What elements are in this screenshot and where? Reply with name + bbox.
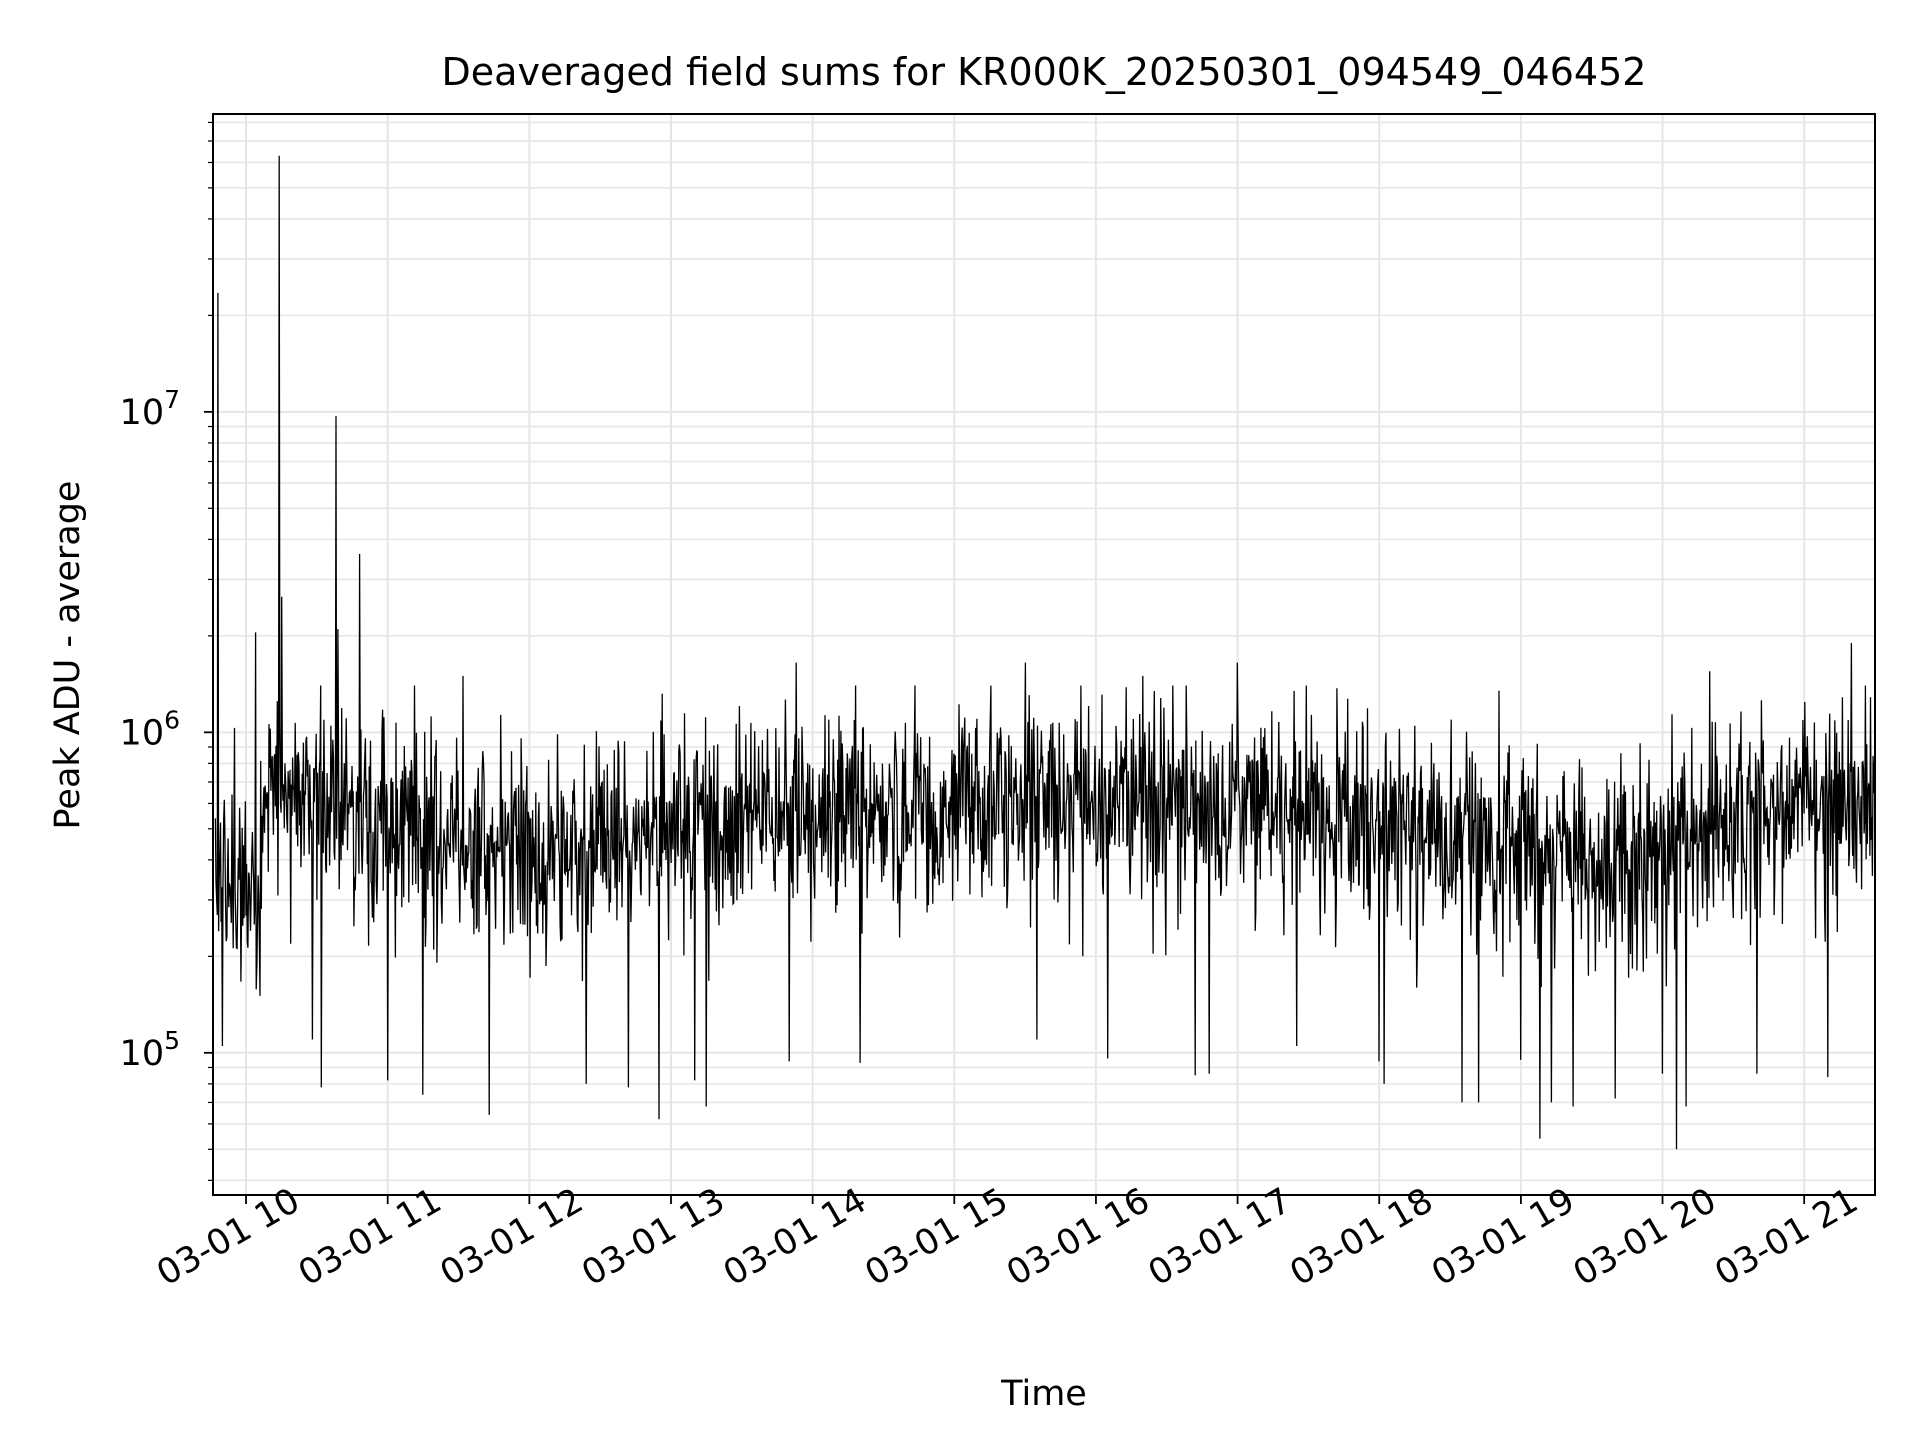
grid-lines	[213, 114, 1875, 1195]
y-tick-label: 106	[120, 705, 180, 753]
y-tick-base: 10	[120, 713, 165, 753]
x-tick-label: 03-01 10	[150, 1181, 306, 1294]
x-tick-label: 03-01 17	[1142, 1181, 1298, 1294]
chart-title: Deaveraged field sums for KR000K_2025030…	[442, 50, 1647, 94]
y-tick-label: 105	[120, 1026, 180, 1074]
y-tick-base: 10	[120, 1034, 165, 1074]
y-tick-exponent: 6	[164, 705, 180, 734]
x-tick-label: 03-01 13	[575, 1181, 731, 1294]
axes-frame	[212, 113, 1876, 1196]
x-tick-label: 03-01 11	[292, 1181, 448, 1294]
y-tick-exponent: 5	[164, 1026, 180, 1055]
plot-area	[214, 155, 1876, 1150]
y-tick-label: 107	[120, 385, 180, 433]
y-axis-label: Peak ADU - average	[48, 481, 88, 830]
series-line	[214, 155, 1876, 1150]
x-tick-label: 03-01 15	[859, 1181, 1015, 1294]
y-tick-exponent: 7	[164, 385, 180, 414]
x-tick-label: 03-01 20	[1567, 1181, 1723, 1294]
x-tick-label: 03-01 12	[434, 1181, 590, 1294]
x-tick-label: 03-01 16	[1000, 1181, 1156, 1294]
x-tick-label: 03-01 19	[1425, 1181, 1581, 1294]
x-tick-label: 03-01 18	[1284, 1181, 1440, 1294]
y-tick-base: 10	[120, 393, 165, 433]
x-axis-label: Time	[1000, 1374, 1087, 1414]
x-tick-label: 03-01 21	[1709, 1181, 1865, 1294]
x-tick-label: 03-01 14	[717, 1181, 873, 1294]
